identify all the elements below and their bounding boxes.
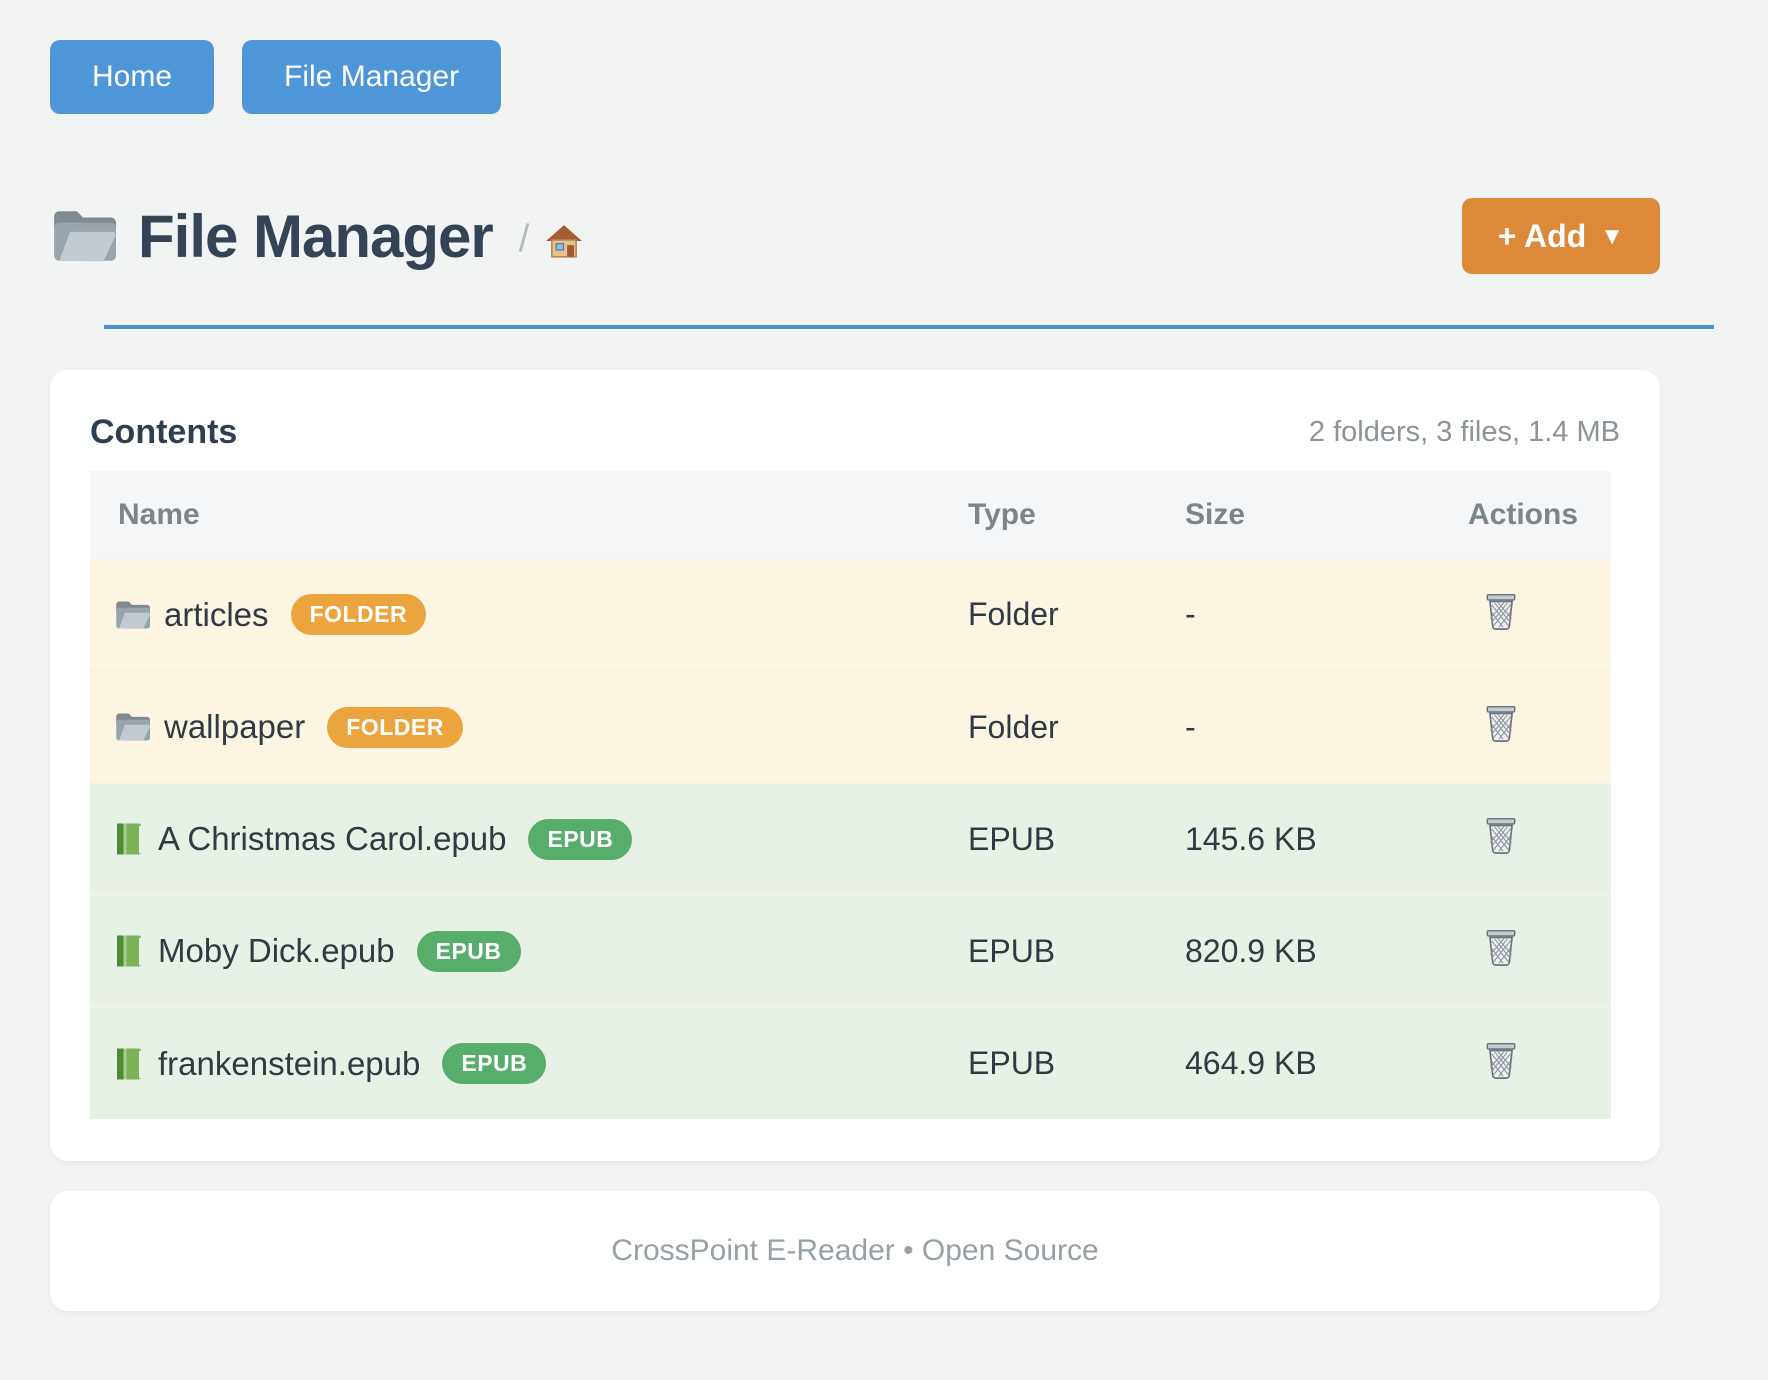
row-size: 145.6 KB xyxy=(1185,782,1468,895)
row-badge: FOLDER xyxy=(327,706,463,748)
row-badge: FOLDER xyxy=(290,594,427,635)
table-row[interactable]: A Christmas Carol.epub EPUB EPUB 145.6 K… xyxy=(90,782,1611,895)
delete-button[interactable] xyxy=(1483,591,1519,631)
file-table: Name Type Size Actions xyxy=(90,471,1611,1119)
trash-icon xyxy=(1483,591,1519,631)
row-size: - xyxy=(1185,559,1468,671)
book-icon xyxy=(114,934,144,968)
table-header-row: Name Type Size Actions xyxy=(90,471,1611,559)
folder-icon xyxy=(114,599,150,631)
row-name-text[interactable]: articles xyxy=(164,595,269,633)
trash-icon xyxy=(1483,815,1519,855)
column-header-size: Size xyxy=(1185,471,1468,559)
row-name-text[interactable]: Moby Dick.epub xyxy=(158,932,395,969)
book-icon xyxy=(114,1047,144,1081)
row-type: EPUB xyxy=(968,1006,1185,1119)
column-header-actions: Actions xyxy=(1468,471,1611,559)
row-badge: EPUB xyxy=(416,930,521,972)
caret-down-icon: ▼ xyxy=(1600,223,1624,250)
footer-card: CrossPoint E-Reader • Open Source xyxy=(50,1191,1660,1311)
row-badge: EPUB xyxy=(528,818,633,860)
top-nav: Home File Manager xyxy=(50,40,1660,114)
page-title: File Manager xyxy=(138,202,494,270)
delete-button[interactable] xyxy=(1483,1040,1519,1080)
book-icon xyxy=(114,822,144,856)
home-icon[interactable] xyxy=(545,223,583,259)
trash-icon xyxy=(1483,703,1519,743)
row-badge: EPUB xyxy=(442,1043,547,1084)
delete-button[interactable] xyxy=(1483,703,1519,743)
nav-home-button[interactable]: Home xyxy=(50,40,215,114)
row-type: Folder xyxy=(968,670,1185,783)
table-row[interactable]: wallpaper FOLDER Folder - xyxy=(90,670,1611,783)
contents-card-header: Contents 2 folders, 3 files, 1.4 MB xyxy=(90,410,1620,454)
trash-icon xyxy=(1483,1040,1519,1080)
row-size: 464.9 KB xyxy=(1185,1006,1468,1119)
column-header-type: Type xyxy=(968,471,1185,559)
row-type: Folder xyxy=(968,559,1185,671)
folder-icon xyxy=(114,711,150,743)
row-type: EPUB xyxy=(968,894,1185,1007)
folder-icon xyxy=(50,207,116,265)
title-group: File Manager / xyxy=(50,202,583,271)
add-button-label: + Add xyxy=(1497,217,1587,254)
row-size: - xyxy=(1185,670,1468,783)
table-row[interactable]: articles FOLDER Folder - xyxy=(90,559,1611,671)
trash-icon xyxy=(1483,927,1519,967)
breadcrumb-separator: / xyxy=(518,217,530,260)
column-header-name: Name xyxy=(90,471,968,559)
delete-button[interactable] xyxy=(1483,815,1519,855)
table-row[interactable]: Moby Dick.epub EPUB EPUB 820.9 KB xyxy=(90,894,1611,1007)
contents-card: Contents 2 folders, 3 files, 1.4 MB Name… xyxy=(50,370,1660,1161)
row-type: EPUB xyxy=(968,782,1185,895)
delete-button[interactable] xyxy=(1483,927,1519,967)
page-header: File Manager / + Add ▼ xyxy=(50,188,1660,284)
row-name-text[interactable]: A Christmas Carol.epub xyxy=(158,820,507,857)
file-table-body: articles FOLDER Folder - xyxy=(90,559,1611,1119)
title-divider xyxy=(104,325,1714,329)
row-name-text[interactable]: frankenstein.epub xyxy=(158,1044,421,1082)
table-row[interactable]: frankenstein.epub EPUB EPUB 464.9 KB xyxy=(90,1006,1611,1119)
nav-file-manager-button[interactable]: File Manager xyxy=(242,40,502,114)
contents-heading: Contents xyxy=(90,413,238,451)
row-size: 820.9 KB xyxy=(1185,894,1468,1007)
row-name-text[interactable]: wallpaper xyxy=(164,708,306,745)
contents-summary: 2 folders, 3 files, 1.4 MB xyxy=(1308,415,1620,448)
footer-text: CrossPoint E-Reader • Open Source xyxy=(611,1234,1099,1267)
add-button[interactable]: + Add ▼ xyxy=(1461,198,1660,274)
